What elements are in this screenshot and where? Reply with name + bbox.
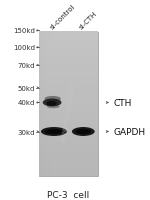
Text: 40kd: 40kd [18,100,35,106]
Text: 100kd: 100kd [13,45,35,51]
Text: CTH: CTH [113,98,132,107]
Ellipse shape [41,127,67,136]
Ellipse shape [43,99,61,107]
Text: si-control: si-control [49,3,76,30]
Bar [39,33,98,177]
Ellipse shape [46,101,57,106]
Text: 70kd: 70kd [18,63,35,69]
Ellipse shape [45,129,63,135]
Ellipse shape [47,105,60,109]
Text: PC-3  cell: PC-3 cell [47,190,90,199]
Ellipse shape [45,96,61,102]
Text: si-CTH: si-CTH [78,10,99,30]
Text: 30kd: 30kd [18,129,35,135]
Ellipse shape [72,127,95,136]
Ellipse shape [75,129,91,135]
Text: 50kd: 50kd [18,85,35,91]
Text: 150kd: 150kd [13,28,35,34]
Text: GAPDH: GAPDH [113,127,146,136]
Text: WWW.PTGLAB.COM: WWW.PTGLAB.COM [61,82,76,142]
